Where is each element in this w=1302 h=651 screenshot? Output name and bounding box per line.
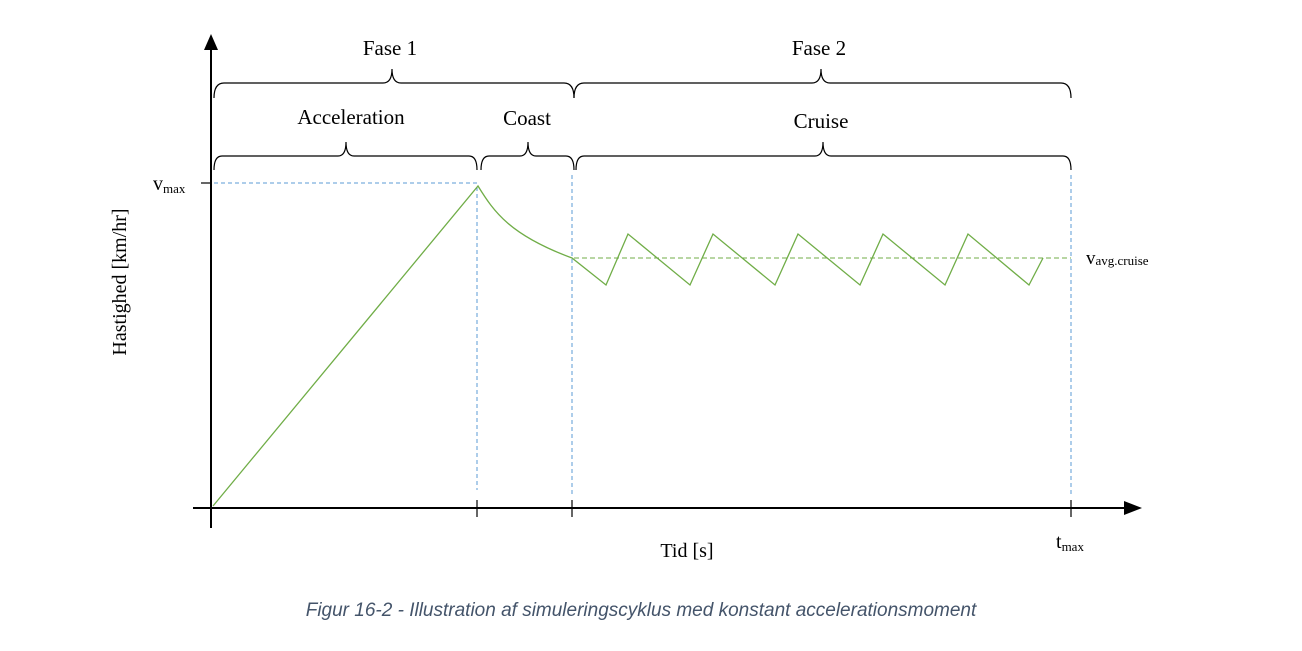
y-axis-label: Hastighed [km/hr] xyxy=(109,208,131,355)
fase2-label: Fase 2 xyxy=(792,36,846,60)
vavg-main: v xyxy=(1086,248,1096,269)
x-axis-label: Tid [s] xyxy=(660,540,713,562)
tmax-label: tmax xyxy=(1056,531,1084,554)
fase1-label: Fase 1 xyxy=(363,36,417,60)
figure-caption: Figur 16-2 - Illustration af simulerings… xyxy=(305,600,977,621)
coast-brace xyxy=(480,141,575,171)
coast-label: Coast xyxy=(503,106,551,130)
tmax-subscript: max xyxy=(1062,539,1085,554)
vmax-subscript: max xyxy=(163,181,186,196)
vavg-subscript: avg.cruise xyxy=(1096,253,1149,268)
y-axis-arrowhead xyxy=(204,34,218,50)
acceleration-label: Acceleration xyxy=(297,105,405,129)
speed-curve xyxy=(212,184,1044,507)
cruise-label: Cruise xyxy=(794,109,849,133)
fase1-brace xyxy=(213,68,575,99)
cruise-brace xyxy=(575,141,1072,171)
guide-lines xyxy=(214,175,1072,495)
phase-braces xyxy=(213,68,1072,171)
vmax-main: v xyxy=(153,173,163,195)
fase2-brace xyxy=(573,68,1072,99)
tmax-main: t xyxy=(1056,531,1062,553)
vmax-label: vmax xyxy=(153,173,186,196)
x-axis-arrowhead xyxy=(1124,501,1142,515)
acceleration-brace xyxy=(213,141,478,171)
vavg-cruise-label: vavg.cruise xyxy=(1086,248,1149,269)
